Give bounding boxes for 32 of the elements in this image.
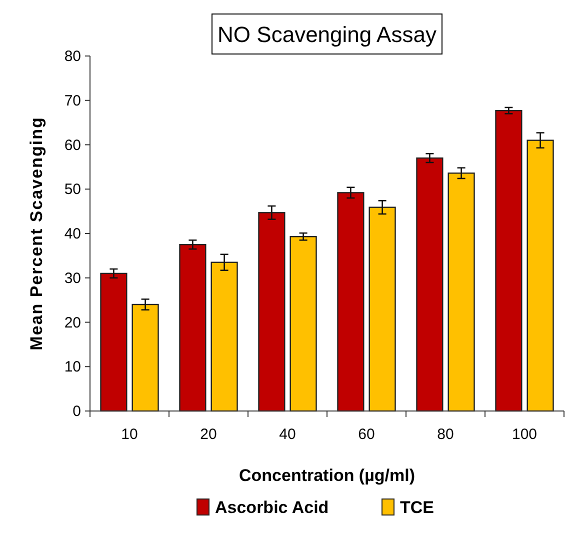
bar [448, 172, 475, 412]
x-tick-label: 20 [200, 426, 217, 443]
x-axis-title: Concentration (µg/ml) [238, 466, 416, 485]
bar [290, 236, 317, 412]
y-tick-label: 70 [64, 92, 81, 110]
y-axis-title: Mean Percent Scavenging [27, 116, 46, 350]
legend-label: Ascorbic Acid [215, 498, 329, 517]
bar [526, 140, 554, 412]
y-tick-label: 60 [64, 136, 81, 154]
y-tick-label: 0 [72, 403, 81, 420]
x-tick-label: 100 [512, 426, 538, 443]
y-tick-label: 20 [64, 314, 81, 332]
bar [132, 304, 159, 412]
x-tick-label: 10 [121, 426, 138, 443]
bar [337, 192, 364, 412]
bar [210, 262, 238, 412]
bar [100, 272, 128, 412]
bar [368, 206, 396, 412]
y-tick-label: 30 [64, 270, 81, 287]
y-tick-label: 50 [64, 181, 81, 198]
bar [416, 157, 444, 412]
y-tick-label: 40 [64, 226, 81, 242]
x-tick-label: 40 [279, 426, 296, 443]
chart-title: NO Scavenging Assay [218, 22, 436, 47]
y-tick-label: 80 [64, 48, 81, 65]
y-tick-label: 10 [64, 358, 81, 376]
legend-label: TCE [400, 498, 434, 517]
bar [495, 110, 522, 412]
bar [258, 212, 286, 412]
bar [179, 244, 206, 412]
x-tick-label: 60 [358, 426, 375, 443]
x-tick-label: 80 [437, 426, 454, 443]
